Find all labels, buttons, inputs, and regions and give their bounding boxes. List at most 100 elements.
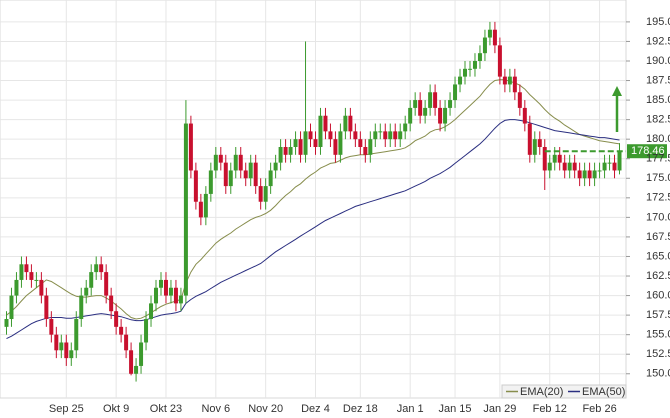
candle-body — [243, 170, 248, 179]
candle-body — [453, 84, 458, 101]
candle-body — [233, 154, 238, 171]
candle-body — [168, 287, 173, 296]
candle-body — [84, 287, 89, 296]
x-tick-label: Jan 15 — [439, 403, 472, 415]
candle-body — [263, 186, 268, 202]
candle-body — [522, 107, 527, 124]
x-tick-label: Dez 18 — [343, 403, 378, 415]
x-tick-label: Okt 23 — [150, 403, 182, 415]
ema-lines — [6, 79, 620, 340]
y-tick-label: 160.00 — [646, 289, 670, 301]
last-price-box — [627, 144, 667, 159]
annotations: 178.46 — [544, 86, 667, 159]
candle-body — [54, 334, 59, 351]
candle-body — [203, 193, 208, 218]
candle-body — [34, 279, 39, 281]
candle-body — [39, 279, 44, 296]
candle-body — [512, 76, 517, 93]
candle-body — [542, 147, 547, 171]
candle-body — [517, 92, 522, 108]
candle-body — [193, 170, 198, 202]
candle-body — [602, 162, 607, 171]
candle-body — [472, 60, 477, 69]
candle-body — [587, 170, 592, 179]
y-tick-label: 175.00 — [646, 172, 670, 184]
y-tick-label: 170.00 — [646, 211, 670, 223]
candle-body — [378, 131, 383, 133]
candle-body — [24, 264, 29, 273]
y-tick-label: 152.50 — [646, 348, 670, 360]
candle-body — [373, 131, 378, 140]
candle-body — [124, 334, 129, 351]
candle-body — [467, 68, 472, 70]
candle-body — [4, 319, 9, 327]
candle-body — [448, 100, 453, 108]
candle-body — [398, 131, 403, 140]
candle-body — [188, 123, 193, 171]
candle-body — [383, 131, 388, 140]
candle-body — [129, 350, 134, 374]
candle-body — [198, 201, 203, 218]
candle-body — [423, 107, 428, 116]
y-tick-label: 150.00 — [646, 368, 670, 380]
candle-body — [353, 131, 358, 140]
x-tick-label: Sep 25 — [49, 403, 84, 415]
candle-body — [567, 162, 572, 171]
y-tick-label: 187.50 — [646, 74, 670, 86]
candle-body — [547, 162, 552, 171]
candle-body — [213, 154, 218, 171]
candle-body — [144, 319, 149, 343]
x-tick-label: Jan 29 — [483, 403, 516, 415]
candle-body — [477, 53, 482, 61]
candle-body — [94, 264, 99, 273]
y-tick-label: 185.00 — [646, 94, 670, 106]
candle-body — [223, 162, 228, 187]
candle-body — [358, 139, 363, 148]
candle-body — [537, 139, 542, 148]
candles — [4, 21, 622, 382]
candle-body — [388, 131, 393, 140]
candle-body — [333, 139, 338, 155]
y-tick-label: 162.50 — [646, 270, 670, 282]
legend-box — [501, 384, 627, 399]
candle-body — [114, 311, 119, 327]
candle-body — [173, 287, 178, 304]
candle-body — [158, 279, 163, 288]
candle-body — [418, 100, 423, 116]
candle-body — [323, 115, 328, 132]
x-tick-label: Feb 26 — [582, 403, 616, 415]
candle-body — [208, 170, 213, 194]
candle-body — [288, 147, 293, 155]
candle-body — [303, 131, 308, 155]
candle-body — [268, 170, 273, 187]
x-tick-label: Feb 12 — [533, 403, 567, 415]
candle-body — [368, 139, 373, 155]
candle-body — [507, 76, 512, 85]
candle-body — [149, 303, 154, 320]
candle-body — [59, 342, 64, 351]
candle-body — [597, 170, 602, 172]
ema-line — [6, 79, 620, 320]
y-tick-label: 167.50 — [646, 231, 670, 243]
candle-body — [9, 295, 14, 320]
candle-body — [492, 29, 497, 46]
x-tick-label: Okt 9 — [103, 403, 129, 415]
candle-body — [463, 68, 468, 77]
candle-body — [79, 295, 84, 320]
candle-body — [139, 342, 144, 366]
candle-body — [572, 162, 577, 171]
candle-body — [433, 92, 438, 108]
candle-body — [253, 162, 258, 187]
candle-body — [557, 154, 562, 163]
candle-body — [308, 131, 313, 140]
y-tick-label: 165.00 — [646, 250, 670, 262]
x-tick-label: Nov 20 — [248, 403, 283, 415]
y-tick-label: 195.00 — [646, 16, 670, 28]
candle-body — [228, 170, 233, 187]
candle-body — [248, 162, 253, 179]
y-tick-label: 190.00 — [646, 55, 670, 67]
candle-body — [617, 151, 622, 171]
candle-body — [313, 139, 318, 148]
y-tick-label: 172.50 — [646, 192, 670, 204]
candle-body — [428, 92, 433, 108]
